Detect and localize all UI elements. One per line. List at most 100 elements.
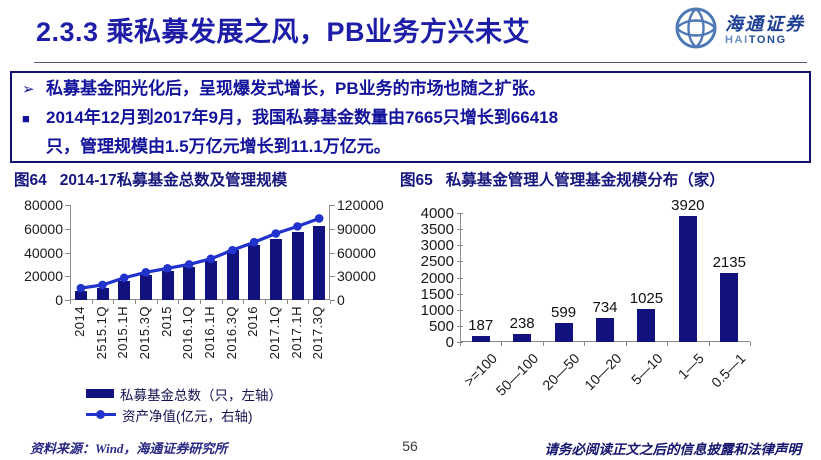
y-axis-tick-label: 0: [445, 334, 454, 351]
x-axis-category-label: 2016.1H: [201, 306, 217, 359]
fund-count-bar: [248, 244, 261, 300]
x-axis-category-label: 2017.3Q: [310, 306, 326, 360]
legend-label: 资产净值(亿元，右轴): [122, 408, 253, 424]
axis-tick: [330, 205, 335, 206]
axis-tick: [65, 228, 70, 230]
axis-tick: [584, 342, 586, 346]
axis-tick: [65, 276, 70, 278]
x-axis-category-label: 2017.1H: [288, 306, 304, 359]
source-note: 资料来源：Wind，海通证券研究所: [30, 441, 228, 456]
axis-tick: [460, 342, 461, 346]
fig64-chart: 0 20000 40000 60000 80000 0 30000 60000 90000 120…: [8, 196, 400, 438]
line-marker: [184, 260, 194, 269]
x-axis-category-label: 2014: [71, 306, 87, 337]
scale-distribution-bar: [678, 215, 697, 342]
line-marker: [98, 280, 107, 290]
square-bullet-icon: ■: [22, 111, 30, 126]
summary-line-1: ➢ 私募基金阳光化后，呈现爆发式增长，PB业务的市场也随之扩张。: [22, 75, 799, 104]
page-number: 56: [402, 438, 418, 454]
figure-65-caption: 图65 私募基金管理人管理基金规模分布（家）: [400, 172, 725, 189]
axis-tick: [243, 300, 245, 304]
line-marker: [249, 237, 259, 247]
axis-tick: [135, 300, 136, 304]
logo-text: 海通证券 HAITONG: [725, 14, 805, 47]
fund-count-bar: [96, 287, 109, 300]
axis-tick: [625, 342, 627, 346]
right-axis-tick-label: 30000: [337, 268, 376, 285]
legend-row-bars: 私募基金总数（只，左轴）: [86, 383, 282, 404]
axis-tick: [457, 277, 463, 279]
y-axis-tick-label: 2500: [420, 253, 454, 271]
legend-row-line: 资产净值(亿元，右轴): [86, 404, 282, 425]
line-marker: [206, 254, 216, 264]
left-axis-tick-label: 20000: [24, 268, 63, 285]
axis-tick: [750, 342, 751, 346]
line-marker: [271, 229, 281, 238]
line-marker: [76, 283, 86, 293]
y-axis-tick-label: 3500: [420, 221, 454, 239]
bar-data-label: 238: [509, 315, 535, 333]
y-axis-tick-label: 2000: [420, 269, 454, 287]
fig64-legend: 私募基金总数（只，左轴） 资产净值(亿元，右轴): [86, 383, 282, 425]
bar-data-label: 734: [592, 299, 618, 317]
line-marker: [163, 264, 172, 273]
fig65-chart: 0 500 1000 1500 2000 2500 3000 3500 4000 187 >=100…: [408, 196, 818, 438]
axis-tick: [65, 252, 70, 254]
bar-data-label: 187: [468, 316, 494, 334]
haitong-logo: 海通证券 HAITONG: [674, 6, 805, 55]
line-marker: [228, 245, 237, 255]
logo-chinese-name: 海通证券: [725, 14, 805, 34]
x-axis-category-label: 2016: [245, 306, 261, 337]
axis-tick: [308, 300, 310, 304]
axis-tick: [667, 342, 669, 346]
fund-count-bar: [74, 290, 87, 300]
scale-distribution-bar: [596, 318, 614, 342]
bar-data-label: 3920: [671, 196, 705, 214]
scale-distribution-bar: [513, 334, 532, 342]
x-axis-category-label: 10—20: [581, 350, 625, 394]
right-axis-tick-label: 120000: [337, 197, 384, 213]
x-axis-category-label: 2515.1Q: [93, 306, 109, 360]
left-axis-tick-label: 60000: [24, 220, 63, 237]
fund-count-bar: [139, 275, 152, 300]
fund-count-bar: [183, 267, 196, 300]
left-axis-tick-label: 0: [55, 292, 63, 308]
line-marker: [293, 222, 302, 231]
axis-tick: [457, 261, 463, 263]
scale-distribution-bar: [637, 308, 656, 342]
x-axis-category-label: 2015: [158, 306, 174, 337]
x-axis-category-label: 2015.3Q: [136, 306, 152, 360]
axis-tick: [457, 229, 463, 231]
line-marker: [119, 273, 129, 283]
x-axis-category-label: 2016.3Q: [223, 306, 239, 360]
axis-tick: [457, 325, 463, 327]
x-axis-category-label: >=100: [460, 350, 501, 390]
bar-data-label: 2135: [712, 254, 746, 272]
x-axis-category-label: 20—50: [539, 350, 583, 394]
y-axis-tick-label: 1000: [420, 301, 454, 319]
bar-data-label: 599: [551, 303, 577, 321]
net-asset-line: [76, 214, 324, 293]
haitong-emblem-icon: [674, 6, 718, 55]
y-axis-tick-label: 500: [428, 317, 454, 335]
fund-count-bar: [291, 232, 304, 300]
axis-tick: [330, 300, 331, 304]
axis-tick: [457, 245, 463, 247]
left-axis-tick-label: 40000: [24, 244, 63, 261]
x-axis-category-label: 2016.1Q: [180, 306, 196, 360]
scale-distribution-bar: [720, 273, 739, 342]
axis-tick: [70, 300, 71, 304]
fund-count-bar: [313, 226, 326, 300]
axis-tick: [65, 205, 70, 206]
summary-box: ➢ 私募基金阳光化后，呈现爆发式增长，PB业务的市场也随之扩张。 ■ 2014年12…: [10, 71, 811, 163]
y-axis-tick-label: 1500: [420, 285, 454, 303]
logo-english-name: HAITONG: [725, 34, 787, 46]
disclaimer: 请务必阅读正文之后的信息披露和法律声明: [544, 442, 802, 457]
fund-count-bar: [204, 260, 217, 300]
legend-dot: [96, 410, 105, 419]
x-axis-category-label: 50—100: [492, 350, 542, 399]
axis-tick: [330, 300, 335, 301]
axis-tick: [708, 342, 710, 346]
fund-count-bar: [226, 250, 239, 300]
